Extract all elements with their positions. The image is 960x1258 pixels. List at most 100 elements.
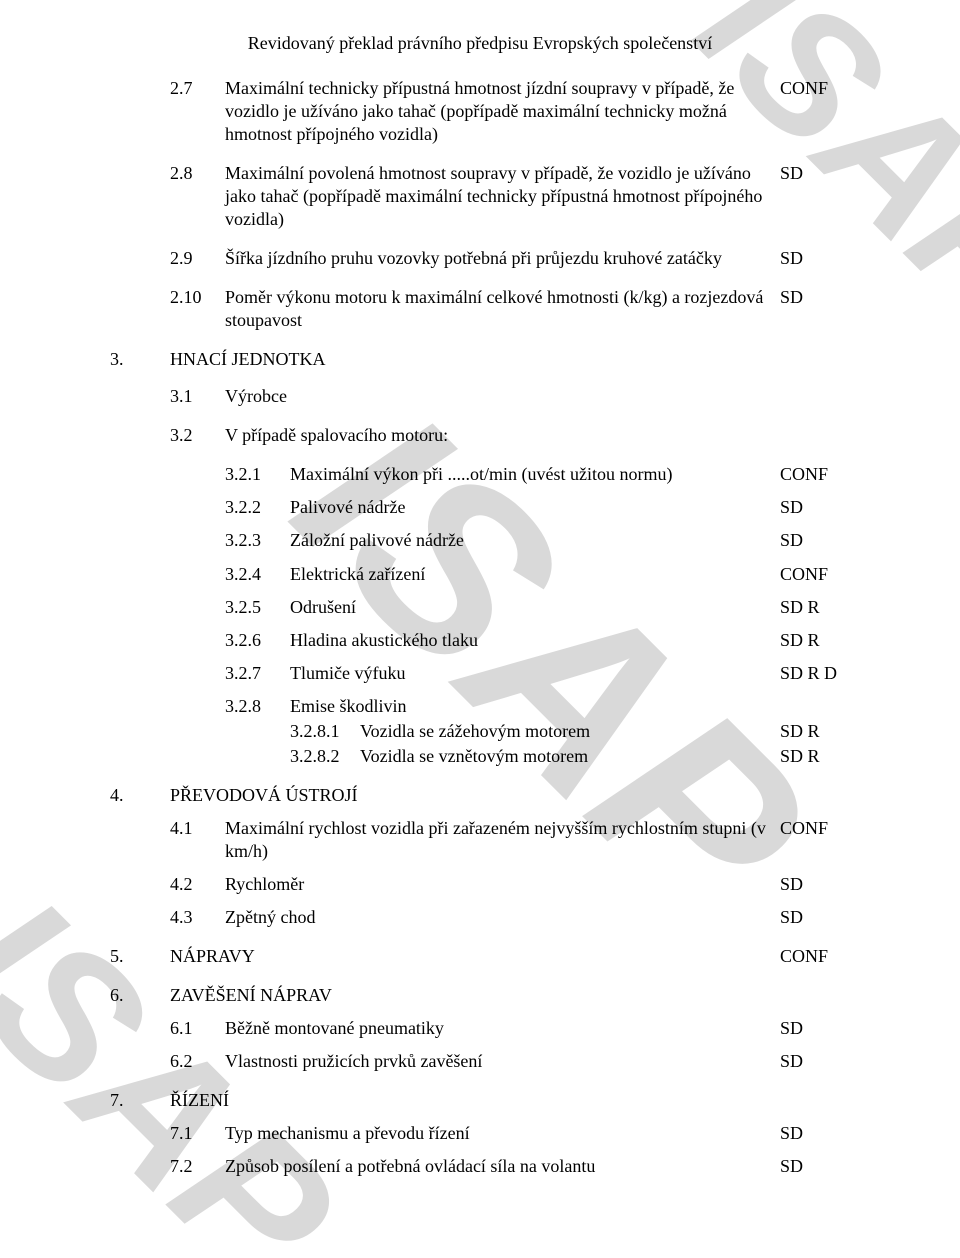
section-text: NÁPRAVY (170, 945, 780, 968)
item-num: 4.2 (170, 873, 225, 896)
section-num: 4. (110, 784, 170, 807)
item-tag: SD (780, 286, 850, 309)
item-text: Rychloměr (225, 873, 780, 896)
item-4-2: 4.2 Rychloměr SD (170, 873, 850, 896)
item-num: 3.2.1 (225, 463, 290, 486)
item-3-2-2: 3.2.2 Palivové nádrže SD (225, 496, 850, 519)
item-3-1: 3.1 Výrobce (170, 385, 850, 408)
item-text: Běžně montované pneumatiky (225, 1017, 780, 1040)
item-num: 2.8 (170, 162, 225, 185)
item-text: Maximální povolená hmotnost soupravy v p… (225, 162, 780, 231)
item-text: Maximální výkon při .....ot/min (uvést u… (290, 463, 780, 486)
item-tag: SD (780, 1017, 850, 1040)
item-tag: SD (780, 162, 850, 185)
section-6: 6. ZAVĚŠENÍ NÁPRAV (110, 984, 850, 1007)
item-tag: CONF (780, 945, 850, 968)
item-tag: SD (780, 1122, 850, 1145)
item-tag: SD (780, 496, 850, 519)
item-3-2-8-1: 3.2.8.1 Vozidla se zážehovým motorem SD … (290, 720, 850, 743)
item-num: 6.1 (170, 1017, 225, 1040)
item-text: Emise škodlivin (290, 695, 850, 718)
item-text: Vozidla se vznětovým motorem (360, 745, 780, 768)
item-tag: SD (780, 873, 850, 896)
item-text: Šířka jízdního pruhu vozovky potřebná př… (225, 247, 780, 270)
item-num: 6.2 (170, 1050, 225, 1073)
item-3-2-7: 3.2.7 Tlumiče výfuku SD R D (225, 662, 850, 685)
item-tag: SD R (780, 720, 850, 743)
item-num: 3.2.8.2 (290, 745, 360, 768)
item-3-2-4: 3.2.4 Elektrická zařízení CONF (225, 563, 850, 586)
item-num: 3.2.2 (225, 496, 290, 519)
item-tag: CONF (780, 463, 850, 486)
section-num: 7. (110, 1089, 170, 1112)
section-text: HNACÍ JEDNOTKA (170, 348, 850, 371)
item-text: Elektrická zařízení (290, 563, 780, 586)
item-tag: SD (780, 247, 850, 270)
item-num: 3.2.8 (225, 695, 290, 718)
item-text: Typ mechanismu a převodu řízení (225, 1122, 780, 1145)
item-text: Maximální rychlost vozidla při zařazeném… (225, 817, 780, 863)
item-4-3: 4.3 Zpětný chod SD (170, 906, 850, 929)
item-7-2: 7.2 Způsob posílení a potřebná ovládací … (170, 1155, 850, 1178)
item-3-2-8: 3.2.8 Emise škodlivin (225, 695, 850, 718)
item-num: 3.2.6 (225, 629, 290, 652)
item-text: Hladina akustického tlaku (290, 629, 780, 652)
item-text: Poměr výkonu motoru k maximální celkové … (225, 286, 780, 332)
item-num: 3.1 (170, 385, 225, 408)
item-text: Odrušení (290, 596, 780, 619)
item-tag: SD R (780, 745, 850, 768)
section-7: 7. ŘÍZENÍ (110, 1089, 850, 1112)
section-4: 4. PŘEVODOVÁ ÚSTROJÍ (110, 784, 850, 807)
item-3-2-6: 3.2.6 Hladina akustického tlaku SD R (225, 629, 850, 652)
item-num: 3.2.4 (225, 563, 290, 586)
item-num: 7.1 (170, 1122, 225, 1145)
item-text: Způsob posílení a potřebná ovládací síla… (225, 1155, 780, 1178)
item-tag: CONF (780, 77, 850, 100)
item-3-2-8-2: 3.2.8.2 Vozidla se vznětovým motorem SD … (290, 745, 850, 768)
section-text: ZAVĚŠENÍ NÁPRAV (170, 984, 850, 1007)
item-num: 3.2.8.1 (290, 720, 360, 743)
item-tag: SD (780, 906, 850, 929)
section-5: 5. NÁPRAVY CONF (110, 945, 850, 968)
item-text: Maximální technicky přípustná hmotnost j… (225, 77, 780, 146)
item-tag: SD (780, 1155, 850, 1178)
section-num: 3. (110, 348, 170, 371)
item-text: V případě spalovacího motoru: (225, 424, 850, 447)
item-num: 7.2 (170, 1155, 225, 1178)
item-tag: SD (780, 1050, 850, 1073)
item-tag: SD R (780, 596, 850, 619)
item-3-2-1: 3.2.1 Maximální výkon při .....ot/min (u… (225, 463, 850, 486)
document-title: Revidovaný překlad právního předpisu Evr… (110, 32, 850, 55)
item-num: 3.2 (170, 424, 225, 447)
item-2-9: 2.9 Šířka jízdního pruhu vozovky potřebn… (170, 247, 850, 270)
item-text: Palivové nádrže (290, 496, 780, 519)
item-3-2-5: 3.2.5 Odrušení SD R (225, 596, 850, 619)
item-3-2: 3.2 V případě spalovacího motoru: (170, 424, 850, 447)
section-3: 3. HNACÍ JEDNOTKA (110, 348, 850, 371)
section-num: 6. (110, 984, 170, 1007)
item-6-2: 6.2 Vlastnosti pružicích prvků zavěšení … (170, 1050, 850, 1073)
item-num: 2.9 (170, 247, 225, 270)
item-2-10: 2.10 Poměr výkonu motoru k maximální cel… (170, 286, 850, 332)
item-2-8: 2.8 Maximální povolená hmotnost soupravy… (170, 162, 850, 231)
section-text: ŘÍZENÍ (170, 1089, 850, 1112)
item-num: 2.7 (170, 77, 225, 100)
item-tag: SD R (780, 629, 850, 652)
section-num: 5. (110, 945, 170, 968)
item-tag: SD R D (780, 662, 850, 685)
item-text: Záložní palivové nádrže (290, 529, 780, 552)
item-num: 3.2.3 (225, 529, 290, 552)
item-tag: SD (780, 529, 850, 552)
item-text: Vozidla se zážehovým motorem (360, 720, 780, 743)
item-tag: CONF (780, 817, 850, 840)
item-2-7: 2.7 Maximální technicky přípustná hmotno… (170, 77, 850, 146)
item-text: Tlumiče výfuku (290, 662, 780, 685)
document-body: Revidovaný překlad právního předpisu Evr… (0, 0, 960, 1178)
section-text: PŘEVODOVÁ ÚSTROJÍ (170, 784, 850, 807)
item-num: 4.1 (170, 817, 225, 840)
item-4-1: 4.1 Maximální rychlost vozidla při zařaz… (170, 817, 850, 863)
item-3-2-3: 3.2.3 Záložní palivové nádrže SD (225, 529, 850, 552)
item-6-1: 6.1 Běžně montované pneumatiky SD (170, 1017, 850, 1040)
item-num: 3.2.5 (225, 596, 290, 619)
item-tag: CONF (780, 563, 850, 586)
